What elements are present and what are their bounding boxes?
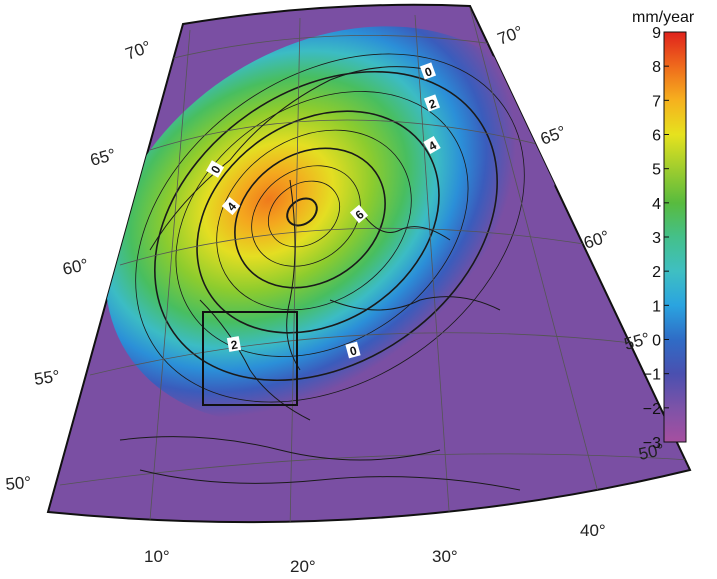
contour-label-box: 4 bbox=[423, 135, 441, 155]
lat-label: 70° bbox=[495, 22, 526, 49]
graticule bbox=[59, 7, 690, 523]
lat-label: 65° bbox=[88, 145, 118, 170]
contour-value-labels: 0 2 4 0 4 6 2 0 bbox=[205, 62, 441, 359]
colorbar-tick-label: 2 bbox=[652, 264, 661, 281]
colorbar-tick-label: 6 bbox=[652, 128, 661, 145]
colorbar-tick-label: 7 bbox=[652, 93, 661, 110]
coastlines bbox=[119, 66, 521, 491]
contour-label: 0 bbox=[348, 343, 358, 358]
lat-label: 65° bbox=[538, 122, 569, 149]
colorbar-title: mm/year bbox=[632, 9, 695, 26]
lon-label: 40° bbox=[580, 521, 606, 540]
colorbar-tick-label: −1 bbox=[643, 367, 661, 384]
lat-label: 50° bbox=[5, 473, 32, 494]
contour-label-box: 6 bbox=[349, 204, 369, 224]
lat-label: 55° bbox=[33, 367, 61, 389]
contour-label-box: 4 bbox=[221, 196, 241, 216]
colorbar-tick-label: 8 bbox=[652, 59, 661, 76]
contour-label: 2 bbox=[230, 337, 239, 352]
colorbar-tick-label: −3 bbox=[643, 435, 661, 452]
lat-label: 60° bbox=[581, 227, 611, 253]
contour-label-box: 2 bbox=[423, 94, 441, 112]
lat-label: 70° bbox=[123, 37, 154, 64]
colorbar-tick-label: 3 bbox=[652, 230, 661, 247]
lat-label: 50° bbox=[637, 440, 666, 464]
study-area-box bbox=[202, 311, 298, 406]
lon-label: 30° bbox=[432, 547, 458, 566]
lat-label: 60° bbox=[61, 255, 90, 279]
lon-label: 20° bbox=[290, 557, 316, 576]
contour-label: 0 bbox=[423, 64, 434, 80]
colorbar-tick-label: 5 bbox=[652, 162, 661, 179]
lat-label: 55° bbox=[622, 329, 652, 354]
map-area bbox=[46, 3, 692, 524]
colorbar-tick-label: 4 bbox=[652, 196, 661, 213]
colorbar-ticks: 9 8 7 6 5 4 3 2 1 0 −1 −2 −3 bbox=[643, 25, 669, 452]
uplift-field bbox=[105, 26, 555, 424]
colorbar-tick-label: −2 bbox=[643, 401, 661, 418]
longitude-labels: 10° 20° 30° 40° bbox=[144, 521, 606, 576]
contour-label-box: 0 bbox=[419, 62, 437, 80]
colorbar: mm/year 9 8 7 6 5 4 3 2 1 0 −1 −2 −3 bbox=[632, 9, 695, 452]
contour-label-box: 2 bbox=[226, 336, 242, 352]
contour-label-box: 0 bbox=[205, 160, 225, 178]
colorbar-tick-label: 1 bbox=[652, 298, 661, 315]
colorbar-tick-label: 0 bbox=[652, 333, 661, 350]
lon-label: 10° bbox=[144, 547, 170, 566]
latitude-labels-left: 70° 65° 60° 55° 50° bbox=[5, 37, 154, 494]
contour-lines bbox=[135, 53, 525, 403]
contour-label-box: 0 bbox=[345, 341, 361, 359]
contour-label: 2 bbox=[427, 96, 438, 112]
colorbar-tick-label: 9 bbox=[652, 25, 661, 42]
